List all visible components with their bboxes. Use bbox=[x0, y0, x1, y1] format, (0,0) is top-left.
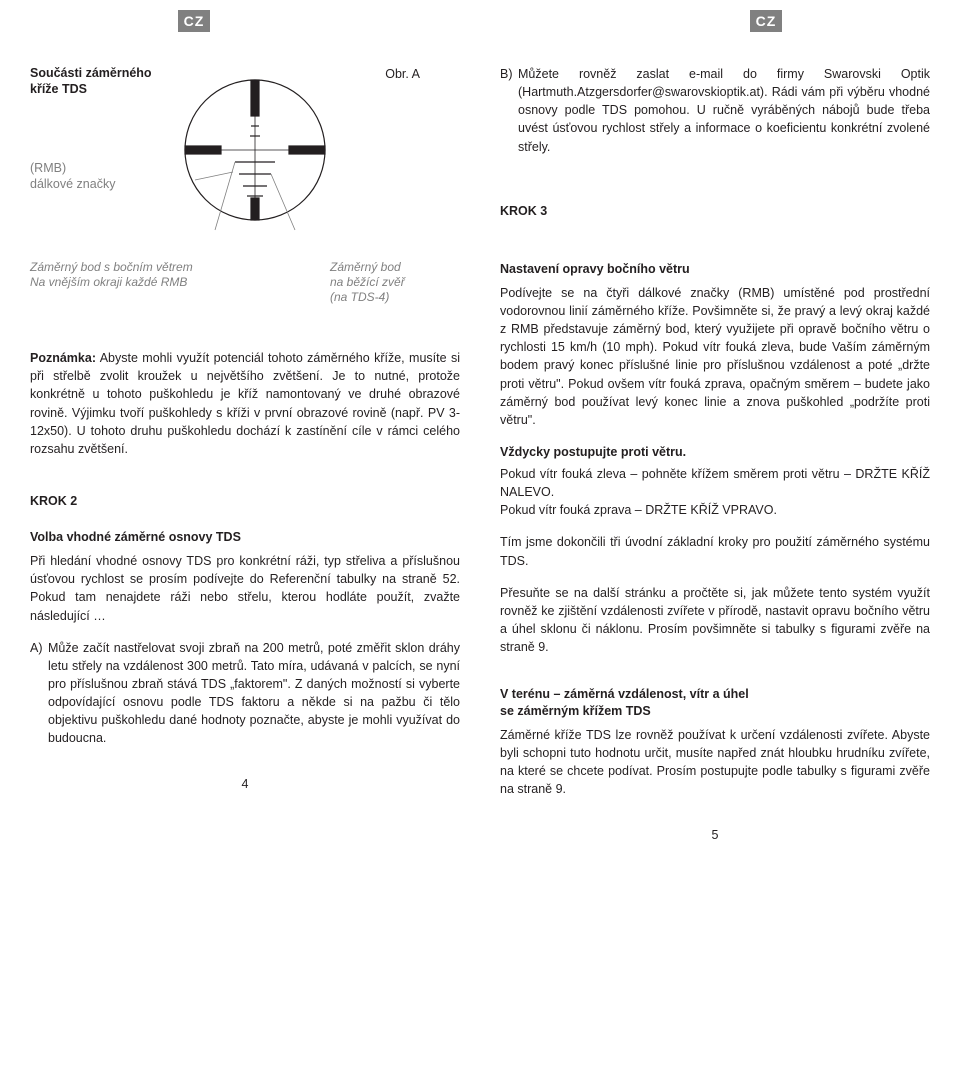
lang-badge: CZ bbox=[750, 10, 782, 32]
page-number-left: 4 bbox=[30, 775, 460, 793]
reticle-diagram bbox=[170, 65, 350, 240]
lang-badge: CZ bbox=[178, 10, 210, 32]
krok2-body: Při hledání vhodné osnovy TDS pro konkré… bbox=[30, 552, 460, 625]
annot-left-l2: Na vnějším okraji každé RMB bbox=[30, 275, 220, 290]
annot-right-l3: (na TDS-4) bbox=[330, 290, 460, 305]
krok3-body: Podívejte se na čtyři dálkové značky (RM… bbox=[500, 284, 930, 429]
figure-label-obr-a: Obr. A bbox=[350, 65, 420, 240]
always-upwind: Vždycky postupujte proti větru. bbox=[500, 443, 930, 461]
field-heading-l1: V terénu – záměrná vzdálenost, vítr a úh… bbox=[500, 687, 749, 701]
figure-left-labels: Součásti záměrného kříže TDS (RMB) dálko… bbox=[30, 65, 170, 240]
annot-left-l1: Záměrný bod s bočním větrem bbox=[30, 260, 220, 275]
rmb-label-l2: dálkové značky bbox=[30, 177, 115, 191]
page-left: CZ Součásti záměrného kříže TDS (RMB) dá… bbox=[30, 10, 460, 845]
option-a-key: A) bbox=[30, 639, 48, 748]
figure-annotations: Záměrný bod s bočním větrem Na vnějším o… bbox=[30, 260, 460, 305]
krok2-heading: KROK 2 bbox=[30, 492, 460, 510]
note-text: Abyste mohli využít potenciál tohoto zám… bbox=[30, 351, 460, 456]
option-list: A) Může začít nastřelovat svoji zbraň na… bbox=[30, 639, 460, 748]
note-label: Poznámka: bbox=[30, 351, 96, 365]
figure-row: Součásti záměrného kříže TDS (RMB) dálko… bbox=[30, 65, 460, 240]
reticle-svg bbox=[170, 65, 340, 235]
option-b-text: Můžete rovněž zaslat e-mail do firmy Swa… bbox=[518, 65, 930, 156]
wind-left: Pokud vítr fouká zleva – pohněte křížem … bbox=[500, 465, 930, 501]
option-b-key: B) bbox=[500, 65, 518, 156]
page-right: CZ B) Můžete rovněž zaslat e-mail do fir… bbox=[500, 10, 930, 845]
figure-title-l1: Součásti záměrného bbox=[30, 66, 152, 80]
two-page-spread: CZ Součásti záměrného kříže TDS (RMB) dá… bbox=[0, 0, 960, 865]
field-heading-l2: se záměrným křížem TDS bbox=[500, 704, 651, 718]
krok3-heading: KROK 3 bbox=[500, 202, 930, 220]
annot-right-l1: Záměrný bod bbox=[330, 260, 460, 275]
krok2-subheading: Volba vhodné záměrné osnovy TDS bbox=[30, 528, 460, 546]
annot-right-l2: na běžící zvěř bbox=[330, 275, 460, 290]
krok3-next: Přesuňte se na další stránku a pročtěte … bbox=[500, 584, 930, 657]
krok3-subheading: Nastavení opravy bočního větru bbox=[500, 260, 930, 278]
option-a-text: Může začít nastřelovat svoji zbraň na 20… bbox=[48, 639, 460, 748]
figure-title-l2: kříže TDS bbox=[30, 82, 87, 96]
note-paragraph: Poznámka: Abyste mohli využít potenciál … bbox=[30, 349, 460, 458]
wind-right: Pokud vítr fouká zprava – DRŽTE KŘÍŽ VPR… bbox=[500, 501, 930, 519]
field-body: Záměrné kříže TDS lze rovněž používat k … bbox=[500, 726, 930, 799]
rmb-label-l1: (RMB) bbox=[30, 161, 66, 175]
page-number-right: 5 bbox=[500, 826, 930, 844]
krok3-done: Tím jsme dokončili tři úvodní základní k… bbox=[500, 533, 930, 569]
